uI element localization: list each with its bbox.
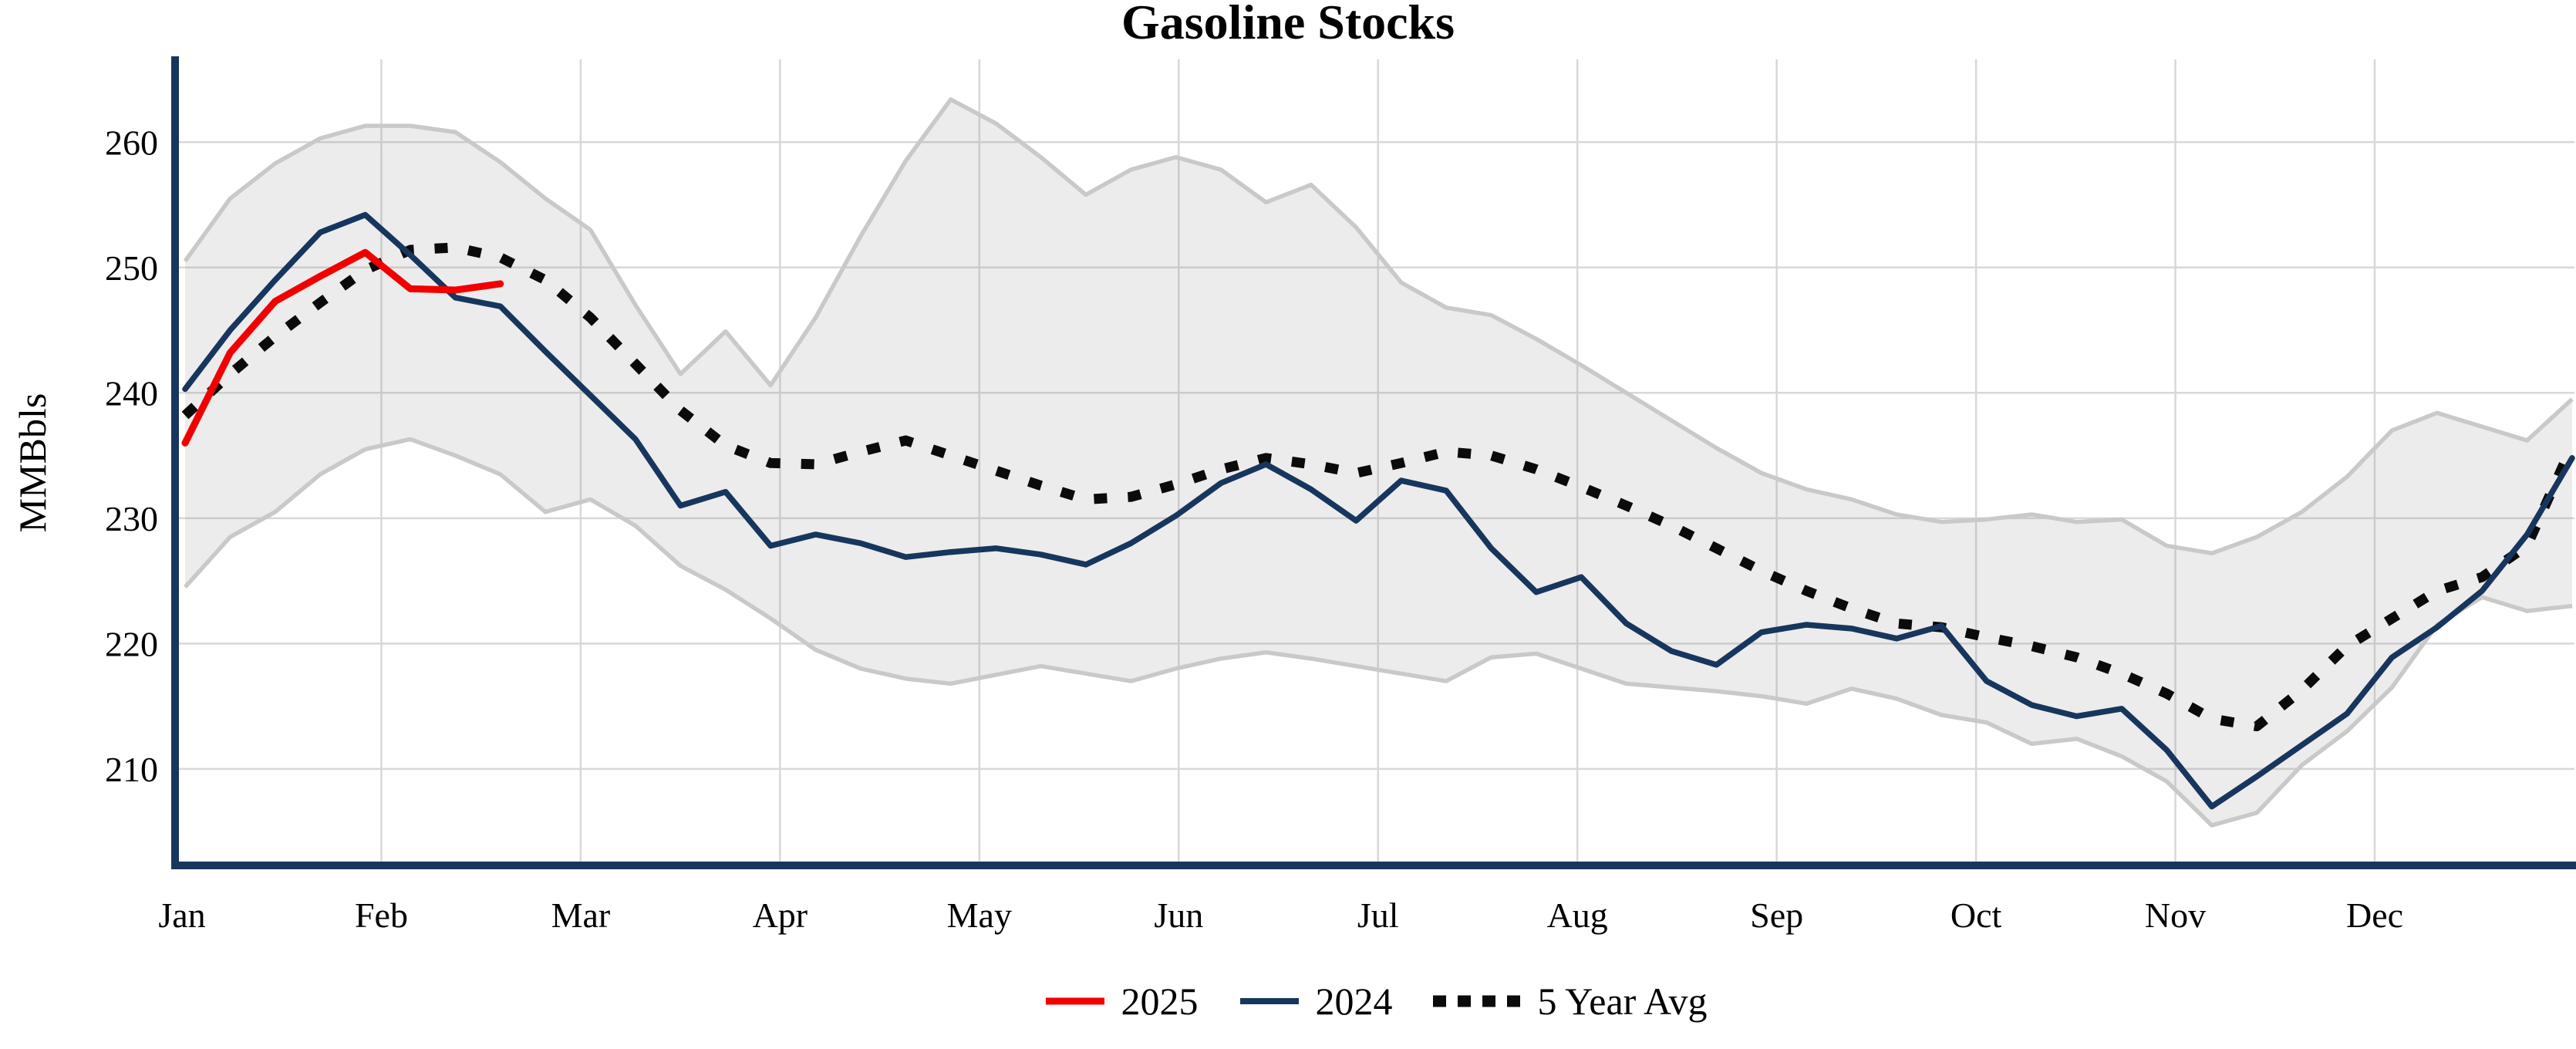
legend-label-2025: 2025 <box>1121 980 1199 1023</box>
y-tick-label: 230 <box>105 499 158 538</box>
x-tick-label: Aug <box>1547 896 1608 935</box>
y-tick-label: 210 <box>105 750 158 789</box>
legend-swatch-2024-line-icon <box>1239 998 1299 1004</box>
series-line-2025 <box>181 248 504 447</box>
y-axis-spine <box>171 56 179 869</box>
five-year-range-band <box>185 100 2572 825</box>
legend-label-2024: 2024 <box>1315 980 1393 1023</box>
x-tick-label: Feb <box>355 896 408 935</box>
legend-item-5yr-avg: 5 Year Avg <box>1432 979 1708 1024</box>
y-tick-label: 220 <box>105 624 158 663</box>
legend: 2025 2024 5 Year Avg <box>175 970 2576 1032</box>
x-tick-label: Sep <box>1750 896 1803 935</box>
band-lower-edge <box>183 437 2573 828</box>
x-axis-spine <box>171 862 2576 869</box>
x-tick-label: Dec <box>2346 896 2403 935</box>
legend-item-2024: 2024 <box>1239 979 1393 1024</box>
legend-label-5yr-avg: 5 Year Avg <box>1537 980 1708 1023</box>
legend-item-2025: 2025 <box>1044 979 1199 1024</box>
x-tick-label: Jul <box>1357 896 1399 935</box>
x-tick-label: May <box>947 896 1012 935</box>
x-tick-label: Jan <box>158 896 205 935</box>
x-tick-label: Jun <box>1154 896 1203 935</box>
y-tick-label: 260 <box>105 123 158 162</box>
y-tick-label: 250 <box>105 248 158 288</box>
y-tick-label: 240 <box>105 373 158 413</box>
x-tick-label: Mar <box>551 896 611 935</box>
legend-swatch-5yr-dotted-icon <box>1432 995 1522 1007</box>
series-line-2024 <box>182 211 2575 810</box>
x-tick-label: Nov <box>2145 896 2206 935</box>
x-tick-label: Apr <box>753 896 808 935</box>
chart-title: Gasoline Stocks <box>1121 0 1455 49</box>
legend-swatch-2025-line-icon <box>1045 997 1104 1005</box>
band-upper-edge <box>183 97 2574 556</box>
x-tick-label: Oct <box>1951 896 2002 935</box>
